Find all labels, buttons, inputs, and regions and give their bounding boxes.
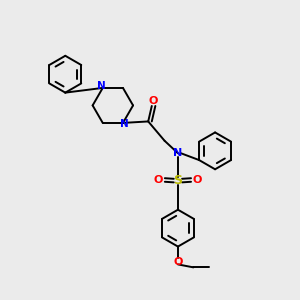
Text: O: O [173, 257, 183, 267]
Text: N: N [97, 81, 106, 92]
Text: O: O [154, 175, 163, 185]
Text: O: O [148, 96, 158, 106]
Text: N: N [120, 119, 129, 129]
Text: S: S [173, 174, 182, 187]
Text: O: O [193, 175, 202, 185]
Text: N: N [173, 148, 183, 158]
